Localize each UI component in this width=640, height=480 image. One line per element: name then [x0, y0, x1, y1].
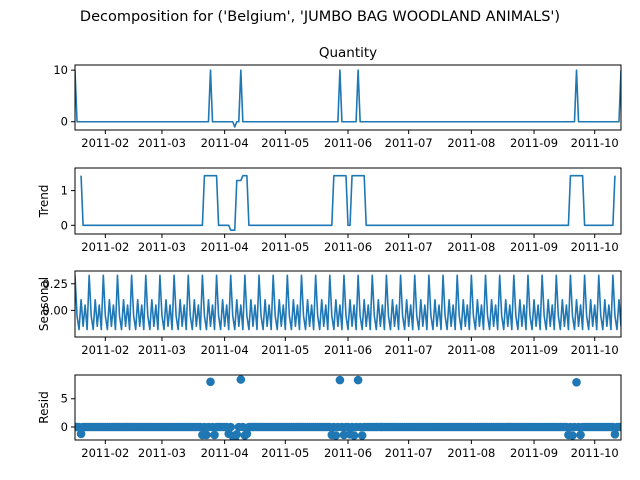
- resid-xtick-label: 2011-09: [510, 446, 558, 460]
- resid-xtick-label: 2011-02: [81, 446, 129, 460]
- resid-xtick-label: 2011-03: [138, 446, 186, 460]
- resid-point: [576, 430, 585, 440]
- trend-xtick-label: 2011-06: [324, 240, 372, 254]
- trend-xtick-label: 2011-10: [571, 240, 619, 254]
- resid-point: [236, 375, 246, 384]
- quantity-ytick-label: 0: [61, 115, 68, 129]
- resid-point: [202, 430, 211, 440]
- resid-xtick-label: 2011-07: [385, 446, 433, 460]
- resid-ytick-label: 0: [61, 420, 68, 434]
- resid-point: [349, 431, 359, 440]
- quantity-title: Quantity: [319, 45, 377, 61]
- resid-point: [238, 422, 248, 432]
- resid-point: [232, 430, 242, 439]
- trend-ytick-label: 1: [61, 184, 68, 198]
- resid-point: [568, 431, 577, 440]
- resid-point: [357, 431, 367, 440]
- seasonal-xtick-label: 2011-05: [261, 343, 309, 357]
- quantity-axes-frame: [74, 64, 622, 131]
- resid-xtick-label: 2011-04: [201, 446, 249, 460]
- quantity-xtick-label: 2011-03: [138, 136, 186, 150]
- resid-point: [331, 431, 341, 440]
- quantity-ytick-label: 10: [53, 63, 68, 77]
- resid-point: [210, 430, 219, 440]
- seasonal-xtick-label: 2011-08: [447, 343, 495, 357]
- trend-panel: Trend 0 1 2011-02 2011-03 2011-04 2011-05 2011-…: [37, 167, 622, 254]
- resid-point: [616, 422, 621, 432]
- resid-point: [226, 422, 236, 432]
- figure-suptitle: Decomposition for ('Belgium', 'JUMBO BAG…: [80, 9, 560, 25]
- quantity-xtick-label: 2011-07: [385, 136, 433, 150]
- resid-plot-area: [75, 375, 621, 440]
- seasonal-ytick-label: 0.00: [42, 303, 68, 317]
- resid-xtick-label: 2011-06: [324, 446, 372, 460]
- quantity-plot-area: [75, 69, 621, 128]
- resid-xtick-label: 2011-10: [571, 446, 619, 460]
- trend-xtick-label: 2011-05: [261, 240, 309, 254]
- resid-xtick-label: 2011-08: [447, 446, 495, 460]
- quantity-xtick-label: 2011-08: [447, 136, 495, 150]
- resid-point: [335, 375, 345, 385]
- resid-xtick-label: 2011-05: [261, 446, 309, 460]
- trend-xtick-label: 2011-09: [510, 240, 558, 254]
- resid-point: [610, 430, 620, 439]
- trend-series-line: [80, 174, 616, 231]
- resid-point: [76, 429, 86, 439]
- quantity-xtick-label: 2011-02: [81, 136, 129, 150]
- seasonal-xtick-label: 2011-09: [510, 343, 558, 357]
- quantity-xtick-label: 2011-04: [201, 136, 249, 150]
- resid-point: [353, 375, 363, 385]
- quantity-xtick-label: 2011-06: [324, 136, 372, 150]
- seasonal-series-line: [75, 274, 621, 331]
- trend-plot-area: [80, 174, 616, 231]
- seasonal-xtick-label: 2011-10: [571, 343, 619, 357]
- trend-ytick-label: 0: [61, 218, 68, 232]
- quantity-xtick-label: 2011-05: [261, 136, 309, 150]
- resid-point: [206, 377, 215, 387]
- resid-ytick-label: 5: [61, 392, 68, 406]
- resid-point: [242, 429, 252, 439]
- resid-panel: Resid 0 5 2011-02 2011-03 2011-04 2011-05 2011-…: [37, 374, 622, 460]
- trend-xtick-label: 2011-03: [138, 240, 186, 254]
- seasonal-xtick-label: 2011-07: [385, 343, 433, 357]
- seasonal-xtick-label: 2011-03: [138, 343, 186, 357]
- seasonal-xtick-label: 2011-04: [201, 343, 249, 357]
- trend-xtick-label: 2011-08: [447, 240, 495, 254]
- resid-point: [572, 378, 581, 387]
- trend-xtick-label: 2011-04: [201, 240, 249, 254]
- resid-ylabel: Resid: [37, 391, 51, 423]
- seasonal-ylabel: Seasonal: [37, 277, 51, 331]
- quantity-panel: Quantity 0 10 2011-02 2011-03 2011-04 2011-05 2…: [53, 45, 622, 150]
- quantity-xtick-label: 2011-09: [510, 136, 558, 150]
- quantity-series-line: [75, 69, 621, 128]
- seasonal-plot-area: [75, 274, 621, 331]
- trend-xtick-label: 2011-02: [81, 240, 129, 254]
- trend-ylabel: Trend: [37, 185, 51, 219]
- quantity-xtick-label: 2011-10: [571, 136, 619, 150]
- seasonal-xtick-label: 2011-02: [81, 343, 129, 357]
- seasonal-xtick-label: 2011-06: [324, 343, 372, 357]
- trend-xtick-label: 2011-07: [385, 240, 433, 254]
- seasonal-ytick-label: 0.25: [42, 277, 68, 291]
